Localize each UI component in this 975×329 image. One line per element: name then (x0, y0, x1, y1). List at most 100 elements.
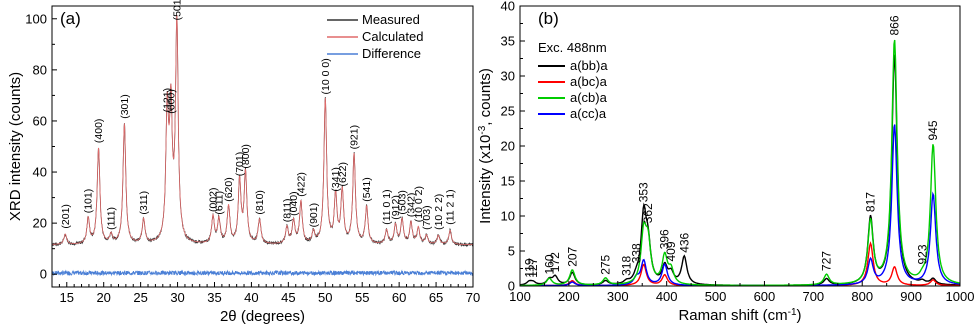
peak-label: (703) (421, 205, 433, 230)
x-tick-label: 35 (207, 290, 221, 305)
y-tick-label: 100 (25, 11, 47, 26)
peak-label: (620) (223, 177, 235, 202)
peak-label: (121) (162, 88, 174, 113)
raman-peak-label: 353 (637, 182, 651, 202)
y-tick-label: 10 (501, 209, 515, 224)
x-tick-label: 20 (96, 290, 110, 305)
x-tick-label: 800 (851, 289, 873, 304)
x-tick-label: 500 (705, 289, 727, 304)
peak-label: (800) (240, 144, 252, 169)
xrd-y-axis-label: XRD intensity (counts) (7, 72, 24, 221)
calculated-line (52, 14, 473, 245)
raman-peak-label: 362 (641, 203, 655, 223)
peak-label: (901) (308, 203, 320, 228)
raman-peak-label: 817 (864, 192, 878, 212)
raman-peak-label: 866 (888, 15, 902, 35)
x-tick-label: 65 (429, 290, 443, 305)
peak-label: (400) (93, 119, 105, 144)
xrd-y-ticks: 0 20 40 60 80 100 (25, 11, 57, 282)
peak-label: (10 2 2) (433, 194, 445, 230)
peak-label: (201) (60, 204, 72, 229)
peak-label: (341) (330, 167, 342, 192)
y-tick-label: 40 (33, 165, 47, 180)
raman-peak-label: 275 (599, 254, 613, 274)
raman-y-ticks: 0 5 10 15 20 25 30 35 40 (501, 0, 525, 294)
peak-label: (701) (234, 152, 246, 177)
x-tick-label: 45 (281, 290, 295, 305)
y-tick-label: 30 (501, 69, 515, 84)
xrd-plot-lines (51, 14, 474, 277)
y-tick-label: 80 (33, 62, 47, 77)
y-tick-label: 5 (508, 244, 515, 259)
peak-label: (101) (83, 189, 95, 214)
peak-label: (111) (106, 207, 118, 230)
y-tick-label: 0 (40, 267, 47, 282)
peak-label: (422) (295, 172, 307, 197)
peak-label: (10 0 0) (320, 58, 332, 94)
xrd-panel-label: (a) (60, 9, 81, 28)
peak-label: (11 0 1) (381, 189, 393, 224)
peak-label: (342) (406, 193, 418, 218)
peak-label: (811) (281, 198, 293, 222)
raman-y-axis-label: Intensity (x10-3, counts) (477, 68, 495, 224)
xrd-x-axis-label: 2θ (degrees) (220, 308, 305, 325)
raman-series-line (520, 241, 960, 287)
x-tick-label: 900 (900, 289, 922, 304)
raman-peak-label: 160 (542, 254, 556, 274)
y-tick-label: 25 (501, 104, 515, 119)
y-tick-label: 20 (33, 216, 47, 231)
legend-label: a(cc)a (570, 106, 607, 121)
raman-series-line (520, 124, 961, 287)
legend-label: a(cb)a (570, 90, 608, 105)
peak-label: (501) (171, 0, 183, 20)
legend-label: Calculated (362, 29, 423, 44)
peak-label: (921) (349, 125, 361, 150)
raman-panel-label: (b) (538, 9, 559, 28)
peak-label: (10 0 2) (413, 186, 425, 222)
peak-label: (912) (390, 195, 402, 220)
raman-peak-label: 338 (629, 243, 643, 263)
y-tick-label: 0 (508, 279, 515, 294)
x-tick-label: 700 (802, 289, 824, 304)
x-tick-label: 100 (509, 289, 531, 304)
peak-label: (611) (213, 191, 225, 215)
raman-legend: a(bb)aa(bc)aa(cb)aa(cc)a (538, 58, 608, 121)
peak-label: (600) (165, 89, 177, 114)
x-tick-label: 30 (170, 290, 184, 305)
raman-peak-label: 318 (620, 256, 634, 276)
raman-peak-label: 207 (565, 246, 579, 266)
peak-label: (040) (288, 191, 300, 216)
x-tick-label: 200 (558, 289, 580, 304)
xrd-x-ticks: 15 20 25 30 35 40 45 50 55 60 65 70 (58, 282, 480, 305)
y-tick-label: 40 (501, 0, 515, 14)
y-tick-label: 20 (501, 139, 515, 154)
x-tick-label: 50 (318, 290, 332, 305)
xrd-panel: (201) (101) (400) (111) (301) (311) (121)(600)… (7, 0, 480, 325)
legend-label: a(bb)a (570, 58, 608, 73)
raman-x-axis-label: Raman shift (cm-1) (678, 307, 801, 325)
xrd-peak-labels: (201) (101) (400) (111) (301) (311) (121)(600)… (60, 0, 457, 230)
x-tick-label: 60 (392, 290, 406, 305)
legend-label: Measured (362, 12, 420, 27)
x-tick-label: 600 (754, 289, 776, 304)
peak-label: (541) (361, 177, 373, 202)
raman-peak-label: 727 (820, 251, 834, 271)
raman-legend-title: Exc. 488nm (538, 40, 607, 55)
x-tick-label: 70 (466, 290, 480, 305)
xrd-legend: Measured Calculated Difference (327, 12, 423, 61)
x-tick-label: 400 (656, 289, 678, 304)
raman-peak-label: 396 (658, 229, 672, 249)
raman-peak-label: 119 (522, 258, 536, 277)
y-tick-label: 15 (501, 174, 515, 189)
x-tick-label: 1000 (946, 289, 975, 304)
peak-label: (810) (254, 190, 266, 215)
y-tick-label: 35 (501, 34, 515, 49)
y-tick-label: 60 (33, 113, 47, 128)
raman-peak-label: 436 (677, 232, 691, 252)
raman-peak-label: 172 (548, 252, 562, 272)
peak-label: (11 2 1) (445, 189, 457, 224)
raman-peak-label: 127 (526, 257, 540, 277)
